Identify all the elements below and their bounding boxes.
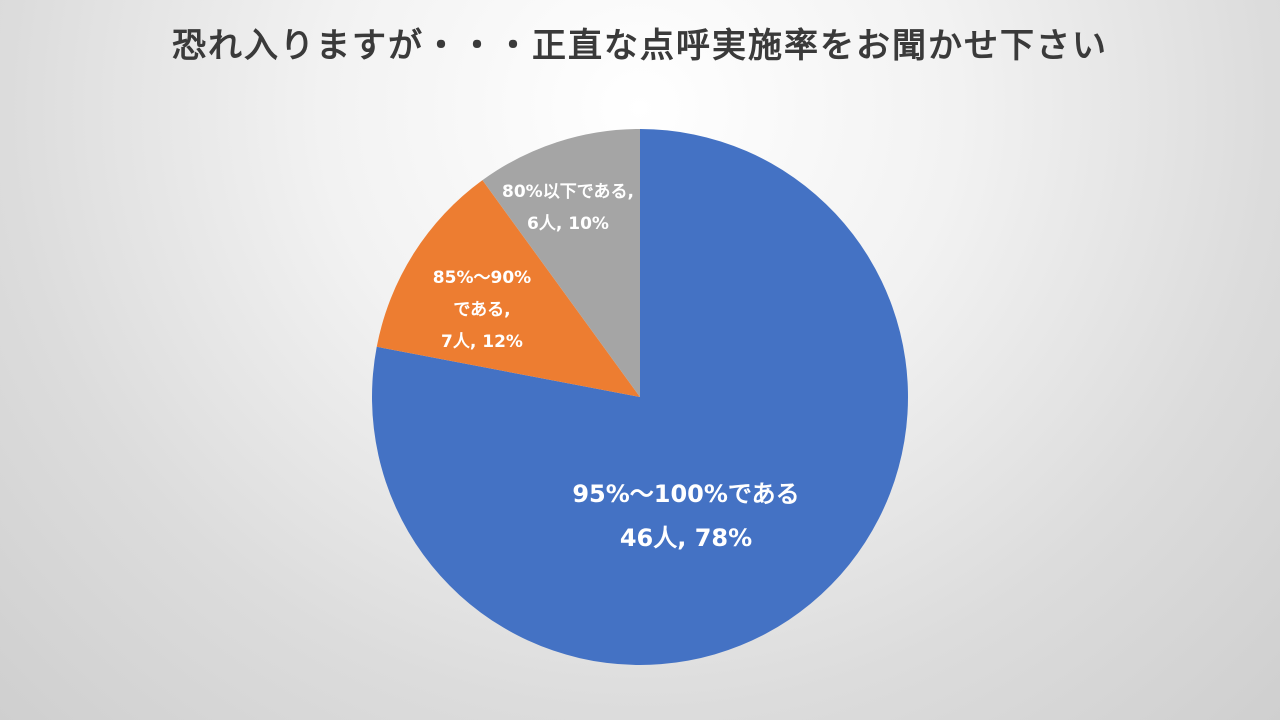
slice-data-label: 85%～90%である, 7人, 12%: [433, 268, 531, 352]
chart-title: 恐れ入りますが・・・正直な点呼実施率をお聞かせ下さい: [172, 26, 1108, 66]
pie-labels: 95%～100%である 46人, 78% 85%～90%である, 7人, 12% 80%…: [433, 182, 800, 552]
slice-data-label: 95%～100%である 46人, 78%: [572, 480, 799, 552]
pie-slice: [482, 129, 640, 397]
slice-data-label: 80%以下である, 6人, 10%: [502, 182, 634, 234]
pie-slices: [372, 129, 908, 665]
pie-slice: [376, 180, 640, 397]
